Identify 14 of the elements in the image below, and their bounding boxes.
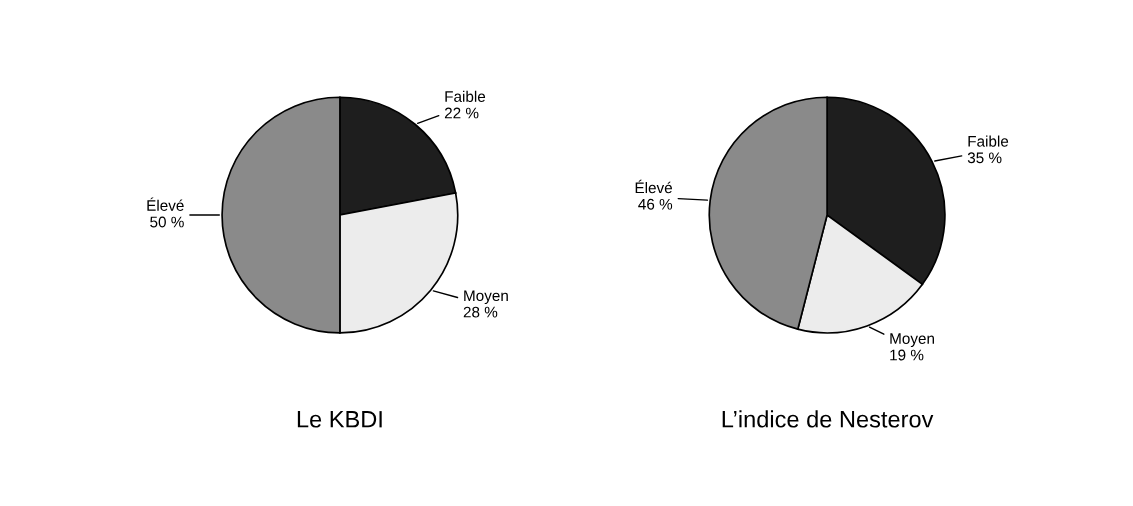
slice-label: Élevé [147,197,184,211]
text: Le KBDI [297,411,382,428]
data-label: 50 % [150,216,184,228]
data-label: 46 % [638,198,673,210]
slice-label: Moyen [464,290,508,305]
data-label: 35 % [967,152,1002,164]
data-label: 28 % [463,306,498,318]
slice-label: Faible [968,135,1009,147]
text: L’indice de Nesterov [722,410,934,428]
slice-label: Moyen [890,333,934,347]
slice-label: Élevé [635,179,672,194]
data-label: 22 % [444,107,479,119]
slice-label: Faible [445,90,486,102]
data-label: 19 % [890,349,924,361]
